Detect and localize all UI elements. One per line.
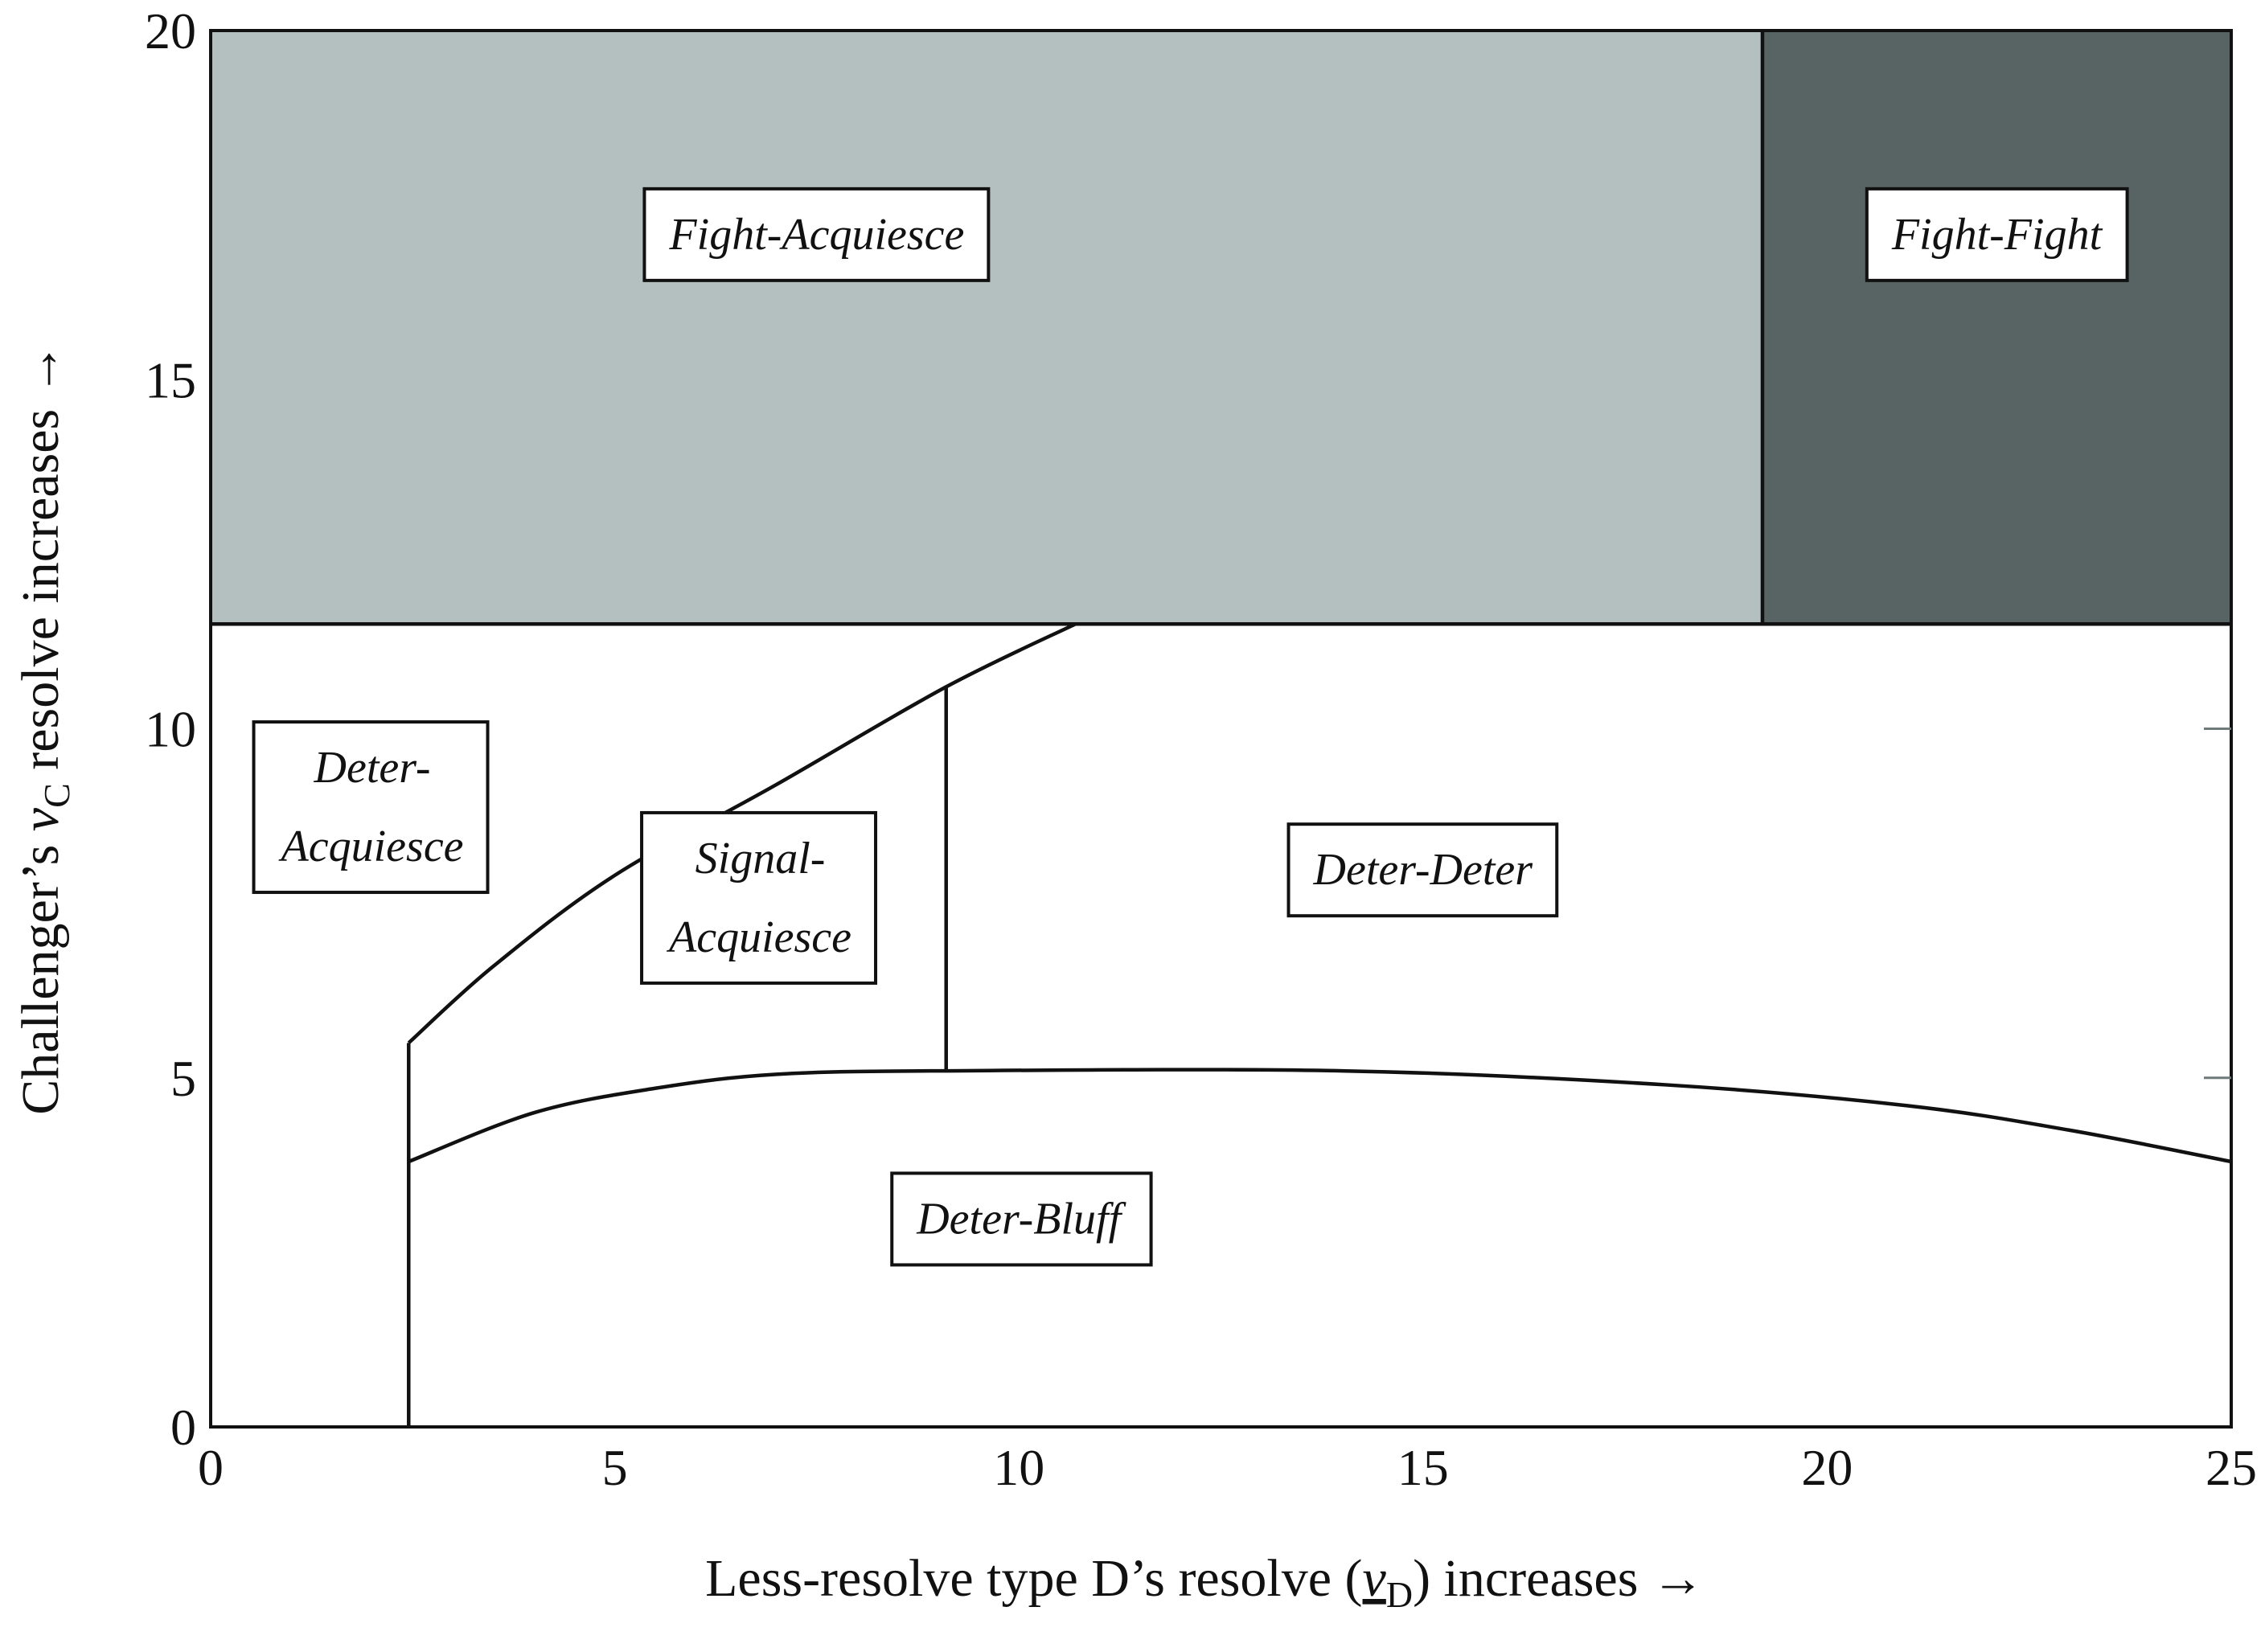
x-tick-label: 0	[198, 1439, 224, 1496]
y-axis-title-before: Challenger’s	[11, 831, 70, 1115]
y-tick-label: 10	[145, 701, 196, 758]
region-label-text: Deter-Bluff	[916, 1194, 1126, 1244]
y-tick-label: 5	[170, 1050, 196, 1107]
y-axis-title-var: v	[11, 807, 70, 831]
label-deter-acquiesce: Deter- Acquiesce	[252, 720, 490, 895]
region-boundaries	[211, 31, 2232, 1427]
label-fight-acquiesce: Fight-Acquiesce	[642, 187, 991, 282]
label-fight-fight: Fight-Fight	[1865, 187, 2129, 282]
region-label-text: Deter-	[314, 743, 431, 793]
region-label-text: Fight-Acquiesce	[668, 210, 964, 260]
label-deter-bluff: Deter-Bluff	[890, 1171, 1153, 1267]
axis-ticks: 0 5 10 15 20 25 0 5 10 15 20	[145, 2, 2257, 1496]
x-axis-title-after: ) increases →	[1413, 1549, 1705, 1608]
boundary-lower-curve	[408, 1068, 2232, 1164]
x-axis-title-before: Less-resolve type D’s resolve (	[705, 1549, 1362, 1608]
label-box	[252, 720, 490, 895]
y-axis-title-after: resolve increases →	[11, 342, 70, 783]
y-axis-title-sub: C	[36, 783, 77, 808]
x-tick-label: 20	[1801, 1439, 1853, 1496]
region-label-text: Fight-Fight	[1891, 210, 2103, 260]
x-tick-label: 15	[1397, 1439, 1449, 1496]
region-labels: Fight-Acquiesce Fight-Fight Deter- Acquiesc…	[252, 187, 2129, 1267]
region-label-text: Acquiesce	[278, 822, 464, 871]
x-axis-title: Less-resolve type D’s resolve (vD) incre…	[705, 1549, 1705, 1615]
x-tick-label: 5	[602, 1439, 628, 1496]
label-signal-acquiesce: Signal- Acquiesce	[640, 810, 878, 985]
shaded-regions	[211, 31, 2231, 625]
y-tick-label: 20	[145, 2, 196, 59]
x-axis-title-sub: D	[1386, 1574, 1413, 1615]
label-box	[1286, 822, 1559, 918]
x-axis-title-var: v	[1363, 1549, 1387, 1608]
region-label-text: Deter-Deter	[1313, 845, 1533, 895]
region-fight-fight	[1762, 31, 2231, 625]
x-tick-label: 25	[2206, 1439, 2257, 1496]
label-box	[1865, 187, 2129, 282]
label-box	[642, 187, 991, 282]
label-box	[640, 810, 878, 985]
y-axis-title: Challenger’s vC resolve increases →	[11, 342, 77, 1114]
region-fight-acquiesce	[211, 31, 1762, 625]
label-deter-deter: Deter-Deter	[1286, 822, 1559, 918]
region-label-text: Acquiesce	[666, 912, 851, 962]
region-label-text: Signal-	[696, 834, 826, 883]
y-tick-label: 0	[170, 1399, 196, 1456]
label-box	[890, 1171, 1153, 1267]
x-tick-label: 10	[993, 1439, 1044, 1496]
y-tick-label: 15	[145, 351, 196, 408]
